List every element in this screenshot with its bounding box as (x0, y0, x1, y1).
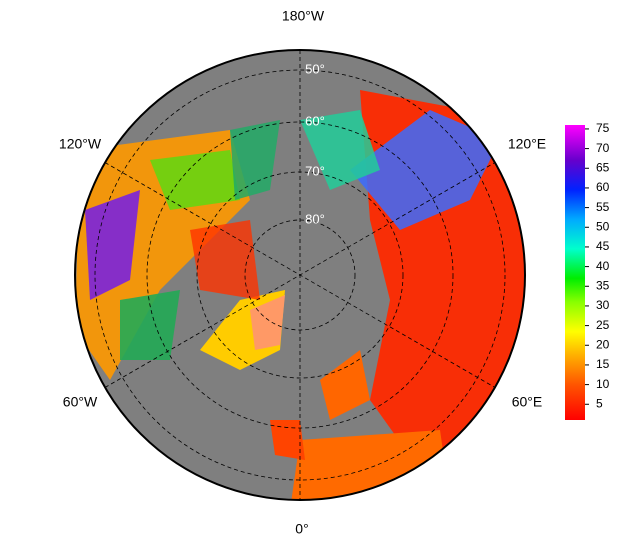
colorbar-tick-label: 20 (596, 337, 610, 351)
lon-label: 0° (295, 521, 308, 537)
lon-label: 180°W (282, 8, 325, 24)
colorbar-tick-label: 35 (596, 278, 610, 292)
colorbar (565, 125, 585, 420)
lat-label: 60° (305, 113, 325, 128)
lat-label: 80° (305, 211, 325, 226)
colorbar-tick-label: 50 (596, 219, 610, 233)
lon-label: 60°E (512, 394, 543, 410)
lat-label: 50° (305, 61, 325, 76)
colorbar-tick-label: 65 (596, 160, 610, 174)
colorbar-tick-label: 15 (596, 357, 610, 371)
colorbar-tick-label: 25 (596, 318, 610, 332)
colorbar-tick-label: 70 (596, 141, 610, 155)
colorbar-tick-label: 60 (596, 180, 610, 194)
colorbar-tick-label: 75 (596, 121, 610, 135)
lon-label: 60°W (63, 394, 98, 410)
lat-label: 70° (305, 163, 325, 178)
colorbar-tick-label: 30 (596, 298, 610, 312)
colorbar-tick-label: 5 (596, 396, 603, 410)
graticule (94, 50, 506, 500)
lon-label: 120°E (508, 136, 546, 152)
colorbar-tick-label: 55 (596, 200, 610, 214)
colorbar-tick-label: 45 (596, 239, 610, 253)
lon-label: 120°W (59, 136, 102, 152)
colorbar-tick-label: 40 (596, 259, 610, 273)
map-border (74, 49, 526, 501)
map-disc (75, 50, 525, 500)
colorbar-tick-label: 10 (596, 377, 610, 391)
